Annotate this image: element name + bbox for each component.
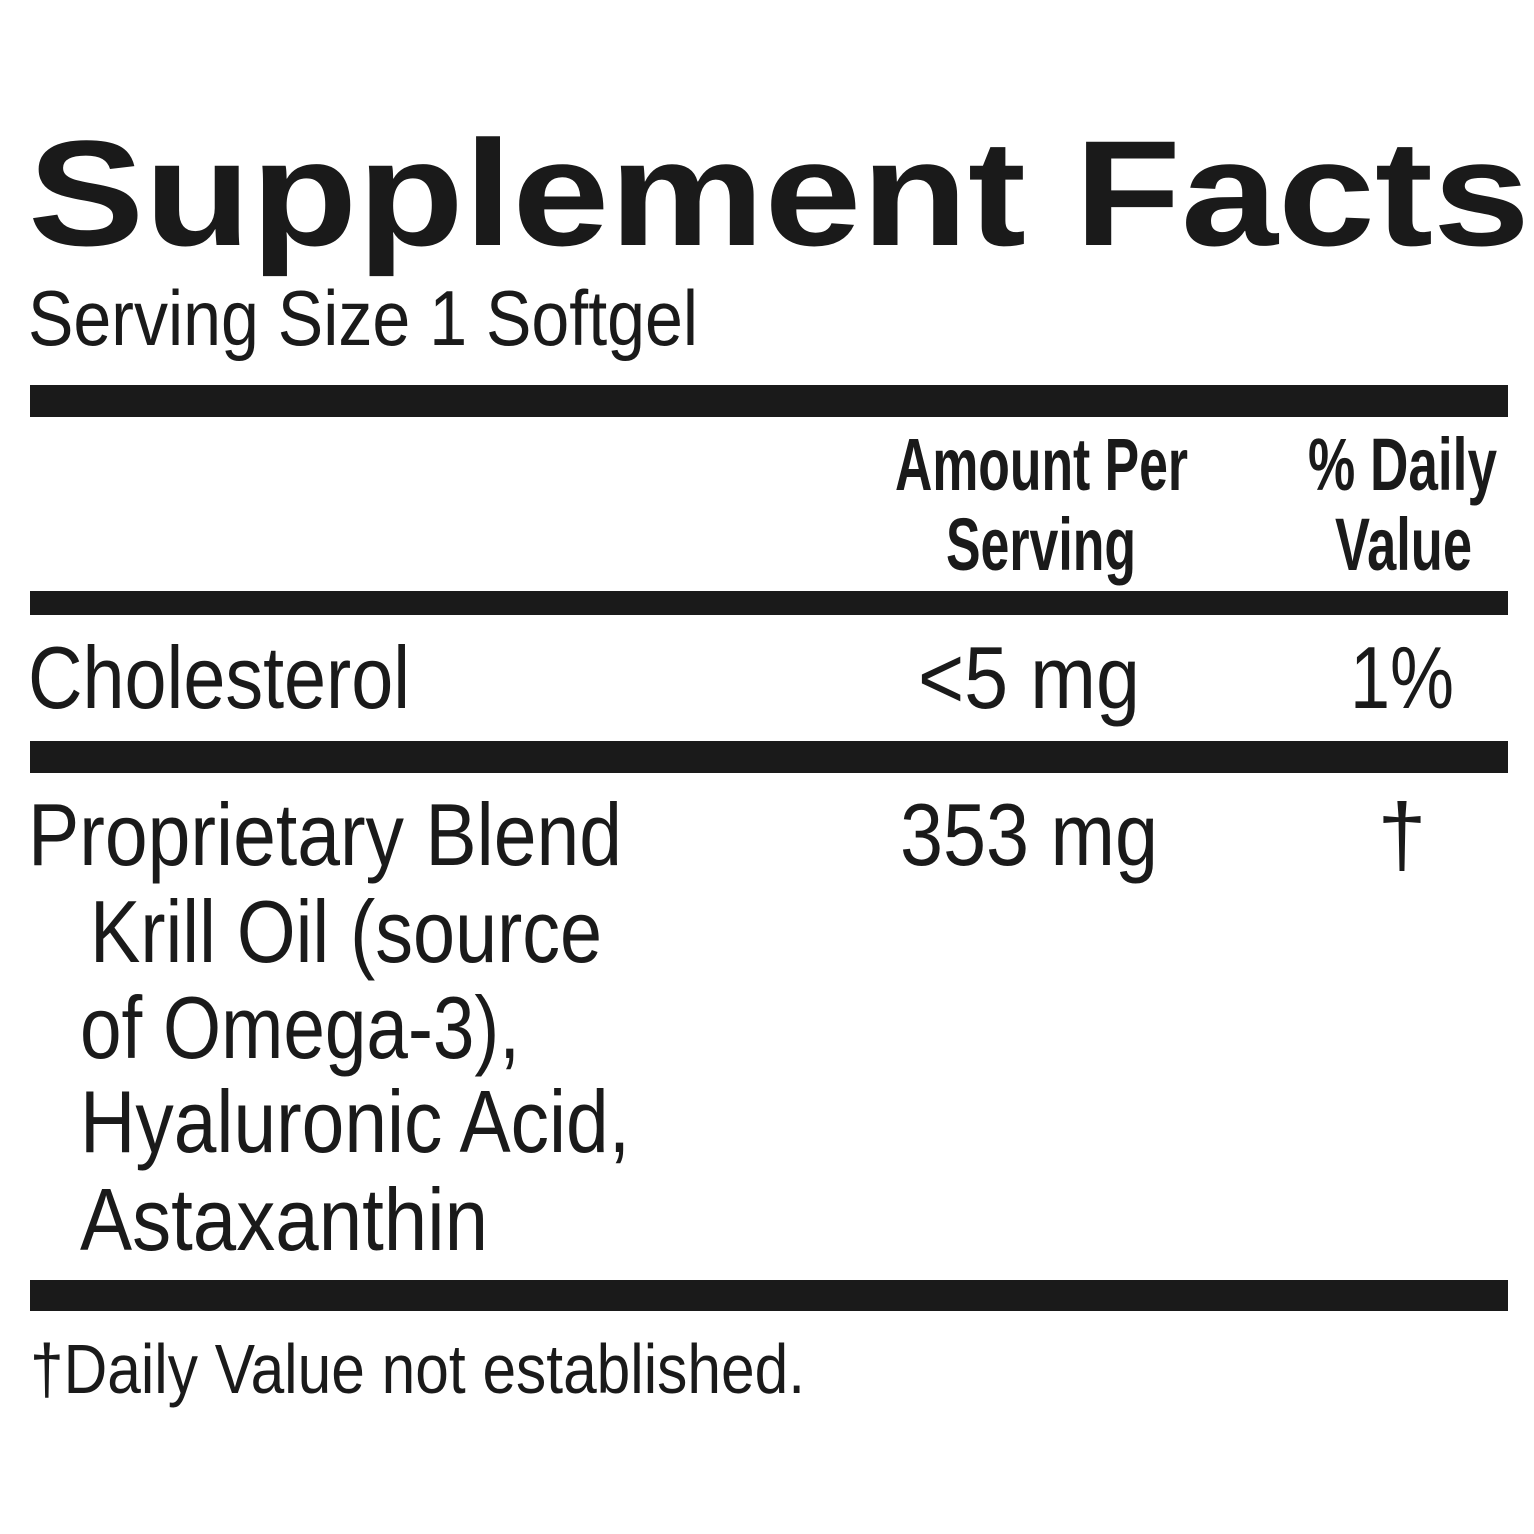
rule	[30, 591, 1508, 615]
ingredient: Hyaluronic Acid,	[80, 1072, 630, 1171]
rule	[30, 741, 1508, 773]
ingredient: of Omega-3),	[80, 978, 520, 1077]
title: Supplement Facts	[28, 109, 1530, 277]
nutrient-amount: 353 mg	[900, 785, 1158, 884]
nutrient-daily-value: 1%	[1350, 628, 1454, 727]
footnote: †Daily Value not established.	[30, 1330, 805, 1408]
column-header: % Daily	[1308, 423, 1497, 506]
column-header: Amount Per	[895, 423, 1188, 506]
column-header: Serving	[946, 503, 1136, 586]
ingredient: Astaxanthin	[80, 1170, 488, 1269]
nutrient-name: Proprietary Blend	[28, 785, 622, 884]
nutrient-daily-value: †	[1378, 785, 1427, 884]
rule	[30, 385, 1508, 417]
serving-size: Serving Size 1 Softgel	[28, 274, 698, 362]
rule	[30, 1280, 1508, 1311]
column-header: Value	[1335, 503, 1472, 586]
ingredient: Krill Oil (source	[90, 882, 602, 981]
nutrient-name: Cholesterol	[28, 628, 410, 727]
nutrient-amount: <5 mg	[918, 628, 1140, 727]
